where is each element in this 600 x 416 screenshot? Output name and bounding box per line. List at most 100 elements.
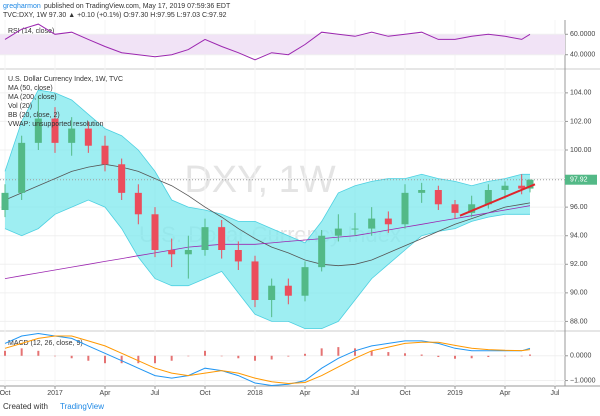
macd-hist	[204, 350, 206, 356]
macd-hist	[337, 347, 340, 356]
candle-body	[201, 227, 209, 250]
legend-entry: MA (50, close)	[8, 85, 53, 92]
y-tick-label: 104.00	[570, 90, 592, 97]
candle-body	[51, 118, 59, 143]
macd-hist	[4, 350, 6, 356]
bb-fill	[5, 90, 530, 329]
candle-body	[1, 192, 9, 210]
x-tick-label: Jul	[551, 390, 560, 397]
candle-body	[251, 261, 259, 300]
macd-tick-label: 0.0000	[570, 353, 592, 360]
macd-hist	[304, 353, 306, 356]
candle-body	[318, 235, 326, 268]
x-tick-label: Jul	[351, 390, 360, 397]
legend-entry: Vol (20)	[8, 103, 32, 110]
x-tick-label: Jul	[151, 390, 160, 397]
macd-hist	[254, 355, 256, 361]
candle-body	[368, 218, 376, 229]
candle-body	[518, 185, 526, 189]
macd-hist	[120, 355, 123, 364]
y-tick-label: 100.00	[570, 147, 592, 154]
y-tick-label: 102.00	[570, 118, 592, 125]
macd-tick-label: −1.0000	[570, 377, 596, 384]
macd-hist	[104, 355, 106, 364]
candle-body	[234, 250, 242, 262]
macd-hist	[270, 355, 273, 360]
macd-hist	[354, 348, 356, 356]
trendline	[459, 183, 536, 217]
candle-body	[34, 118, 42, 143]
macd-hist	[37, 350, 40, 356]
macd-hist	[487, 355, 490, 358]
rsi-label: RSI (14, close)	[8, 28, 54, 35]
legend-entry: U.S. Dollar Currency Index, 1W, TVC	[8, 76, 123, 83]
candle-body	[134, 192, 142, 215]
macd-hist	[470, 355, 473, 359]
macd-hist	[170, 355, 173, 361]
macd-hist	[20, 348, 23, 356]
watermark: DXY, 1W	[184, 159, 335, 201]
legend-entry: VWAP: unsupported resolution	[8, 121, 104, 128]
candle-body	[68, 128, 76, 143]
macd-hist	[520, 355, 523, 357]
y-tick-label: 88.00	[570, 318, 588, 325]
legend-entry: MA (200, close)	[8, 94, 57, 101]
x-tick-label: Oct	[0, 390, 10, 397]
candle-body	[384, 218, 392, 225]
bb-upper	[4, 89, 530, 244]
bb-lower	[4, 199, 530, 329]
candle-body	[468, 204, 476, 213]
macd-hist	[287, 355, 290, 357]
x-tick-label: Apr	[300, 390, 312, 397]
macd-line	[4, 332, 531, 387]
published: published on TradingView.com, May 17, 20…	[44, 3, 231, 10]
rsi-line	[4, 23, 531, 61]
y-tick-label: 92.00	[570, 261, 588, 268]
macd-hist	[437, 355, 440, 358]
y-tick-label: 96.00	[570, 204, 588, 211]
macd-hist	[70, 355, 73, 359]
legend-entry: BB (20, close, 2)	[8, 112, 60, 119]
x-tick-label: 2018	[247, 390, 263, 397]
macd-hist	[137, 355, 140, 364]
candle-body	[334, 228, 342, 236]
candle-body	[501, 185, 509, 190]
candle-body	[268, 285, 276, 300]
rsi-band	[0, 34, 565, 55]
candle-body	[151, 214, 159, 250]
ma200-line	[4, 205, 531, 279]
macd-hist	[187, 355, 190, 357]
symbol-line: TVC:DXY, 1W 97.30 ▲ +0.10 (+0.1%) O:97.3…	[3, 12, 227, 19]
macd-hist	[154, 355, 156, 364]
macd-hist	[504, 355, 506, 357]
macd-hist	[237, 355, 240, 359]
macd-label: MACD (12, 26, close, 9)	[8, 340, 83, 347]
candle-body	[168, 250, 176, 255]
macd-hist	[529, 354, 531, 356]
macd-hist	[320, 348, 323, 356]
x-tick-label: 2019	[447, 390, 463, 397]
last-price-box	[565, 174, 597, 185]
candle-body	[118, 164, 126, 193]
candle-body	[418, 190, 426, 193]
macd-hist	[87, 355, 90, 361]
candle-body	[301, 267, 309, 296]
rsi-tick-label: 40.0000	[570, 52, 595, 59]
candle-body	[401, 192, 409, 225]
x-tick-label: Apr	[100, 390, 112, 397]
candle-body	[218, 227, 226, 250]
macd-hist	[387, 352, 390, 356]
signal-line	[4, 335, 531, 385]
x-tick-label: Apr	[500, 390, 512, 397]
y-tick-label: 90.00	[570, 290, 588, 297]
y-tick-label: 94.00	[570, 233, 588, 240]
rsi-tick-label: 60.0000	[570, 31, 595, 38]
candle-body	[18, 142, 26, 193]
ma50-line	[4, 163, 531, 267]
macd-hist	[370, 350, 373, 356]
candle-body	[434, 190, 442, 205]
candle-body	[484, 190, 492, 205]
macd-hist	[54, 355, 56, 357]
